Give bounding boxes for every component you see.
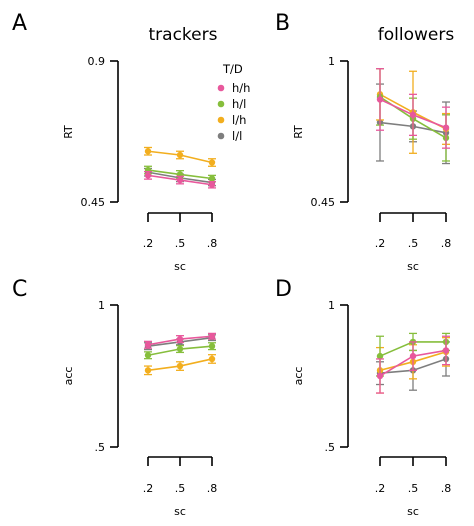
panel-letter: D bbox=[275, 277, 292, 302]
series-h-h bbox=[144, 332, 216, 349]
legend-marker bbox=[217, 132, 225, 140]
y-axis-label: RT bbox=[62, 125, 75, 139]
data-point bbox=[409, 111, 417, 119]
y-tick-label: 0.45 bbox=[81, 196, 106, 209]
y-tick-label: 1 bbox=[98, 299, 105, 312]
legend-label: l/h bbox=[232, 113, 246, 127]
legend: T/D h/h h/l l/h l/l bbox=[217, 62, 250, 143]
data-point bbox=[176, 362, 184, 370]
data-point bbox=[376, 96, 384, 103]
x-tick-label: .2 bbox=[143, 237, 154, 250]
y-tick-label: .5 bbox=[325, 441, 336, 454]
y-tick-label: 1 bbox=[328, 55, 335, 68]
data-point bbox=[144, 367, 152, 374]
series-l-h bbox=[144, 146, 216, 167]
data-point bbox=[176, 345, 184, 353]
y-tick-label: 1 bbox=[328, 299, 335, 312]
data-point bbox=[144, 341, 152, 348]
x-tick-label: .5 bbox=[175, 482, 186, 495]
legend-label: h/l bbox=[232, 97, 246, 111]
panel-title: trackers bbox=[149, 25, 218, 45]
series-h-l bbox=[144, 342, 216, 360]
series-h-h bbox=[144, 170, 216, 189]
legend-label: l/l bbox=[232, 129, 242, 143]
x-axis-label: sc bbox=[407, 505, 419, 518]
data-point bbox=[144, 148, 152, 155]
x-tick-label: .8 bbox=[441, 482, 452, 495]
y-axis-label: acc bbox=[62, 367, 75, 386]
data-point bbox=[144, 352, 152, 359]
data-point bbox=[376, 372, 384, 380]
data-point bbox=[208, 181, 216, 188]
x-tick-label: .5 bbox=[408, 237, 419, 250]
legend-marker bbox=[217, 84, 225, 92]
y-tick-label: 0.45 bbox=[311, 196, 336, 209]
data-point bbox=[176, 151, 184, 159]
series-h-h bbox=[376, 68, 450, 149]
x-tick-label: .5 bbox=[408, 482, 419, 495]
data-point bbox=[208, 342, 216, 350]
panel-letter: C bbox=[12, 277, 27, 302]
panel-letter: A bbox=[12, 11, 27, 36]
y-axis-label: RT bbox=[292, 125, 305, 139]
data-point bbox=[144, 172, 152, 179]
data-point bbox=[208, 159, 216, 166]
series-h-h bbox=[376, 335, 450, 394]
y-tick-label: 0.9 bbox=[88, 55, 106, 68]
x-tick-label: .2 bbox=[375, 237, 386, 250]
legend-marker bbox=[217, 116, 225, 124]
data-point bbox=[442, 347, 450, 354]
data-point bbox=[176, 335, 184, 343]
x-tick-label: .2 bbox=[143, 482, 154, 495]
panel-letter: B bbox=[275, 11, 290, 36]
x-tick-label: .8 bbox=[207, 237, 218, 250]
x-tick-label: .8 bbox=[441, 237, 452, 250]
data-point bbox=[442, 124, 450, 131]
data-point bbox=[409, 352, 417, 360]
x-axis-label: sc bbox=[174, 505, 186, 518]
x-tick-label: .8 bbox=[207, 482, 218, 495]
x-axis-label: sc bbox=[407, 260, 419, 273]
panel-title: followers bbox=[378, 25, 455, 45]
data-point bbox=[208, 175, 216, 182]
x-tick-label: .2 bbox=[375, 482, 386, 495]
data-point bbox=[208, 333, 216, 340]
legend-marker bbox=[217, 100, 225, 108]
data-point bbox=[376, 352, 384, 360]
chart-panel-d: D 1 .5 acc .2 .5 .8 sc bbox=[275, 277, 451, 518]
y-tick-label: .5 bbox=[95, 441, 106, 454]
legend-title: T/D bbox=[222, 62, 243, 76]
legend-label: h/h bbox=[232, 81, 250, 95]
chart-panel-c: C 1 .5 acc .2 .5 .8 sc bbox=[12, 277, 217, 518]
data-point bbox=[208, 355, 216, 363]
y-axis-label: acc bbox=[292, 367, 305, 386]
x-tick-label: .5 bbox=[175, 237, 186, 250]
data-point bbox=[176, 176, 184, 184]
x-axis-label: sc bbox=[174, 260, 186, 273]
series-l-h bbox=[144, 354, 216, 376]
